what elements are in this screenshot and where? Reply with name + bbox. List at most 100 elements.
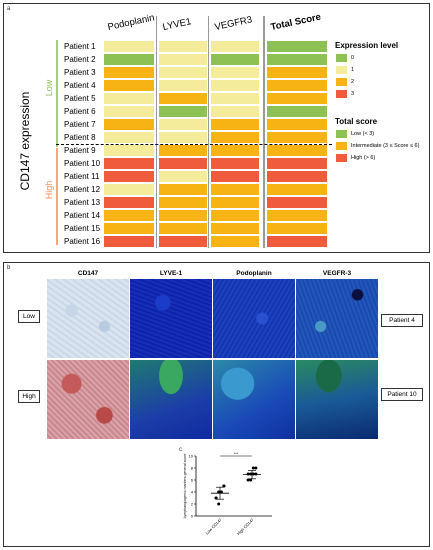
x-tick-label: High CD147 (236, 517, 255, 536)
x-tick-label: Low CD147 (204, 517, 223, 536)
patient-label-high: Patient 10 (381, 388, 423, 401)
patient-label: Patient 15 (64, 224, 101, 233)
patient-label: Patient 16 (64, 237, 101, 246)
heatmap-cell (158, 144, 208, 157)
heatmap-cell (210, 118, 260, 131)
heatmap-cell (210, 79, 260, 92)
micrograph-cd147-low (47, 279, 129, 358)
heatmap-cell (103, 131, 155, 144)
heatmap-cell (158, 170, 208, 183)
heatmap-cell (103, 170, 155, 183)
micrograph-cd147-high (47, 360, 129, 439)
total-score-cell (266, 183, 328, 196)
legend-total-swatch (336, 130, 347, 138)
total-score-cell (266, 235, 328, 248)
heatmap-cell (158, 235, 208, 248)
heatmap-cell (158, 222, 208, 235)
heatmap-cell (210, 66, 260, 79)
panel-c-letter: c (179, 447, 182, 453)
heatmap-cell (210, 157, 260, 170)
total-score-cell (266, 66, 328, 79)
heatmap-cell (158, 157, 208, 170)
total-score-cell (266, 92, 328, 105)
heatmap-cell (103, 53, 155, 66)
patient-label: Patient 14 (64, 211, 101, 220)
total-score-cell (266, 144, 328, 157)
col-label-cd147: CD147 (77, 270, 99, 277)
y-axis-label: Lymphangiogenic markers general score (183, 454, 187, 519)
micrograph-podoplanin-low (213, 279, 295, 358)
y-tick-label: 8 (191, 466, 194, 471)
total-score-cell (266, 131, 328, 144)
heatmap-cell (103, 79, 155, 92)
heatmap-cell (158, 53, 208, 66)
heatmap-cell (210, 196, 260, 209)
legend-expression-swatch (336, 78, 347, 86)
total-score-cell (266, 118, 328, 131)
patient-label: Patient 9 (64, 146, 96, 155)
total-score-cell (266, 222, 328, 235)
data-point (254, 472, 258, 476)
micrograph-lyve1-high (130, 360, 212, 439)
heatmap-cell (103, 222, 155, 235)
legend-total-swatch (336, 142, 347, 150)
data-point (222, 484, 226, 488)
data-point (217, 502, 221, 506)
legend-expression-swatch (336, 66, 347, 74)
heatmap-cell (210, 235, 260, 248)
threshold-dashed-line (56, 144, 332, 145)
micrograph-lyve1-low (130, 279, 212, 358)
low-group-bar (56, 40, 58, 147)
patient-label: Patient 6 (64, 107, 96, 116)
patient-label-low: Patient 4 (381, 314, 423, 327)
total-score-cell (266, 53, 328, 66)
y-tick-label: 6 (191, 478, 194, 483)
patient-label: Patient 3 (64, 68, 96, 77)
y-tick-label: 0 (191, 514, 194, 519)
data-point (246, 472, 250, 476)
total-score-cell (266, 157, 328, 170)
legend-expression-label: 3 (351, 91, 355, 97)
heatmap-cell (210, 170, 260, 183)
heatmap-cell (210, 131, 260, 144)
heatmap-cell (158, 66, 208, 79)
heatmap-cell (158, 209, 208, 222)
heatmap-cell (103, 105, 155, 118)
patient-label: Patient 8 (64, 133, 96, 142)
patient-label: Patient 5 (64, 94, 96, 103)
patient-label: Patient 7 (64, 120, 96, 129)
col-label-podoplanin: Podoplanin (236, 270, 272, 277)
legend-total-title: Total score (335, 117, 378, 126)
micrograph-vegfr3-low (296, 279, 378, 358)
legend-expression-label: 1 (351, 67, 355, 73)
heatmap-cell (103, 144, 155, 157)
legend-total-swatch (336, 154, 347, 162)
total-score-cell (266, 196, 328, 209)
heatmap-cell (103, 183, 155, 196)
heatmap-cell (158, 183, 208, 196)
col-label-lyve1: LYVE-1 (159, 270, 183, 277)
legend-total-label: High (> 6) (351, 155, 376, 161)
patient-label: Patient 12 (64, 185, 101, 194)
heatmap-cell (103, 118, 155, 131)
heatmap-cell (158, 79, 208, 92)
heatmap-cell (210, 209, 260, 222)
data-point (217, 490, 221, 494)
data-point (251, 466, 255, 470)
heatmap-cell (158, 105, 208, 118)
high-group-bar (56, 148, 58, 245)
data-point (214, 496, 218, 500)
row-label-high: High (18, 390, 40, 403)
legend-expression-label: 2 (351, 79, 355, 85)
significance-label: *** (234, 451, 239, 456)
legend-total-label: Low (< 3) (351, 131, 375, 137)
heatmap-cell (158, 196, 208, 209)
legend-expression-label: 0 (351, 55, 355, 61)
total-score-cell (266, 79, 328, 92)
total-score-cell (266, 40, 328, 53)
data-point (249, 478, 253, 482)
heatmap-cell (158, 118, 208, 131)
col-label-vegfr3: VEGFR-3 (322, 270, 352, 277)
heatmap-cell (103, 66, 155, 79)
